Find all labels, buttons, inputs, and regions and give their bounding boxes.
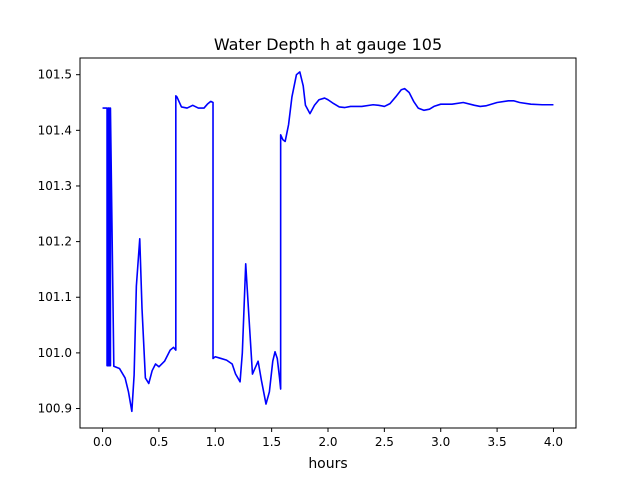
plot-marks bbox=[102, 71, 554, 413]
y-tick-label: 100.9 bbox=[38, 402, 72, 416]
x-tick-label: 2.5 bbox=[375, 435, 394, 449]
series-line bbox=[102, 71, 554, 413]
y-tick-label: 101.4 bbox=[38, 123, 72, 137]
y-axis-ticks: 100.9 101.0 101.1 101.2 101.3 101.4 101.5 bbox=[38, 68, 80, 416]
x-tick-label: 0.5 bbox=[149, 435, 168, 449]
x-tick-label: 4.0 bbox=[544, 435, 563, 449]
x-tick-label: 2.0 bbox=[318, 435, 337, 449]
y-tick-label: 101.3 bbox=[38, 179, 72, 193]
chart-title: Water Depth h at gauge 105 bbox=[214, 35, 442, 54]
x-tick-label: 1.5 bbox=[262, 435, 281, 449]
x-tick-label: 3.5 bbox=[488, 435, 507, 449]
x-tick-label: 0.0 bbox=[93, 435, 112, 449]
y-tick-label: 101.0 bbox=[38, 346, 72, 360]
x-tick-label: 3.0 bbox=[431, 435, 450, 449]
x-axis-ticks: 0.0 0.5 1.0 1.5 2.0 2.5 3.0 3.5 4.0 bbox=[93, 428, 563, 449]
x-tick-label: 1.0 bbox=[206, 435, 225, 449]
y-tick-label: 101.2 bbox=[38, 235, 72, 249]
x-axis-label: hours bbox=[308, 456, 347, 472]
y-tick-label: 101.5 bbox=[38, 68, 72, 82]
y-tick-label: 101.1 bbox=[38, 290, 72, 304]
